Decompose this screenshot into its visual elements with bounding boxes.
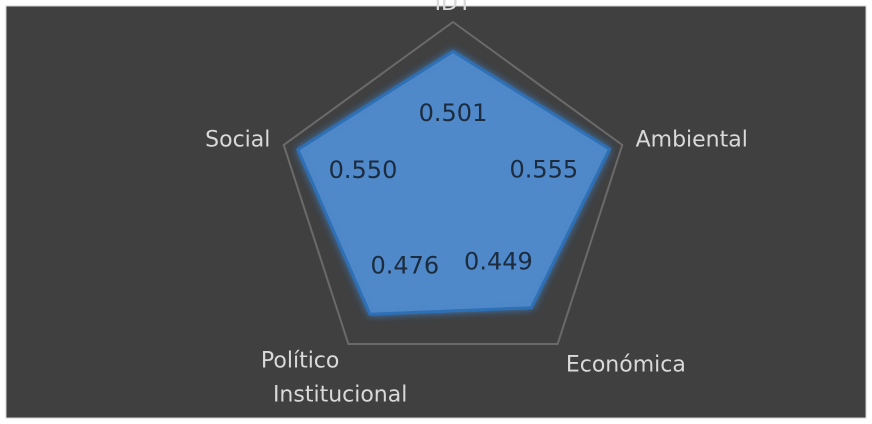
data-label: 0.555: [509, 155, 578, 183]
data-label: 0.501: [419, 99, 488, 127]
category-label: Económica: [566, 352, 686, 377]
category-label: Político: [261, 348, 339, 373]
category-label: Social: [205, 128, 270, 153]
category-label: Institucional: [273, 382, 407, 407]
data-label: 0.476: [370, 251, 439, 279]
category-label: Ambiental: [636, 128, 748, 153]
data-label: 0.550: [329, 156, 398, 184]
category-label: IDT: [435, 0, 472, 16]
data-area: [295, 49, 612, 316]
grid-ring: [282, 20, 624, 346]
data-label: 0.449: [464, 248, 533, 276]
